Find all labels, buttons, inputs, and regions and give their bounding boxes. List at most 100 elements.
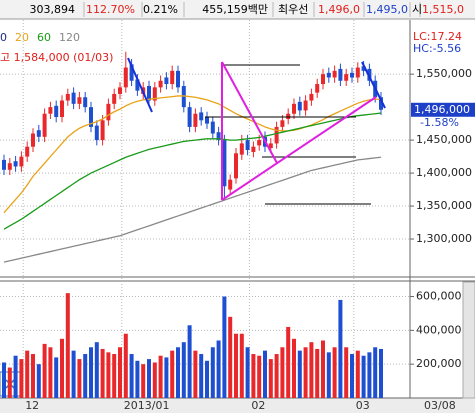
y-tick-label: 600,000 xyxy=(416,290,462,303)
header-cell: 455,159백만 xyxy=(202,3,268,16)
candle-body xyxy=(48,107,53,114)
header-cell: 1,495,0 xyxy=(366,3,408,16)
volume-bar xyxy=(274,354,279,398)
candle-body xyxy=(123,67,128,88)
candle-body xyxy=(292,103,296,114)
volume-bar xyxy=(19,359,24,398)
volume-bar xyxy=(338,299,343,398)
candle-body xyxy=(170,70,175,85)
volume-bar xyxy=(321,340,325,398)
last-date: 03/08 xyxy=(424,399,456,412)
candle-body xyxy=(338,68,343,81)
header-cell: 최우선 xyxy=(278,3,308,16)
candle-body xyxy=(274,126,279,144)
volume-bar xyxy=(65,293,70,398)
candle-body xyxy=(65,93,70,101)
volume-bar xyxy=(332,347,337,398)
volume-bar xyxy=(210,347,215,398)
header-cell: 112.70% xyxy=(86,3,135,16)
candle-body xyxy=(187,107,192,127)
volume-bar xyxy=(205,360,209,398)
candle-body xyxy=(245,140,250,150)
volume-bar xyxy=(315,348,320,398)
header-cell: 1,496,0 xyxy=(318,3,360,16)
candle-body xyxy=(181,86,186,108)
volume-bar xyxy=(379,348,383,398)
candle-body xyxy=(112,93,117,104)
volume-bar xyxy=(268,359,273,398)
volume-bar xyxy=(77,359,82,398)
volume-bar xyxy=(199,354,204,398)
volume-bar xyxy=(71,350,76,398)
candle-body xyxy=(344,74,349,81)
scrollbar[interactable] xyxy=(462,281,475,399)
candle-body xyxy=(379,97,383,110)
header-cell: 1,515,0 xyxy=(422,3,464,16)
candle-body xyxy=(234,153,238,179)
candle-body xyxy=(129,64,134,81)
candle-body xyxy=(100,120,105,141)
volume-bar xyxy=(112,354,117,398)
drawn-line xyxy=(361,61,386,109)
volume-bar xyxy=(181,342,186,398)
volume-bar xyxy=(54,357,59,398)
volume-bar xyxy=(135,360,140,398)
volume-bar xyxy=(147,359,151,398)
candle-body xyxy=(83,97,88,108)
candle-body xyxy=(19,156,24,167)
candle-body xyxy=(31,133,35,147)
candle-body xyxy=(216,132,221,141)
volume-bar xyxy=(367,352,372,398)
y-tick-label: 1,300,000 xyxy=(416,232,472,245)
moving-average xyxy=(3,156,382,263)
volume-bar xyxy=(326,352,331,398)
ma-legend: 0 xyxy=(0,31,7,44)
candle-body xyxy=(315,84,320,93)
candle-body xyxy=(60,100,64,118)
volume-bar xyxy=(280,347,285,398)
volume-bar xyxy=(141,364,146,398)
candle-body xyxy=(199,112,204,121)
volume-bar xyxy=(100,348,105,398)
volume-bar xyxy=(216,340,221,398)
ma-legend: 60 xyxy=(37,31,51,44)
volume-bar xyxy=(123,333,128,398)
volume-bar xyxy=(60,338,64,398)
candle-body xyxy=(297,101,302,111)
volume-bar xyxy=(228,316,233,398)
volume-bar xyxy=(31,354,35,398)
volume-bar xyxy=(286,326,291,398)
candle-body xyxy=(13,161,18,167)
candle-body xyxy=(36,130,41,137)
volume-bar xyxy=(89,347,93,398)
volume-bar xyxy=(94,342,99,398)
candle-body xyxy=(257,140,262,146)
volume-bar xyxy=(13,355,18,398)
candle-body xyxy=(251,146,256,152)
header-cell: 0.21% xyxy=(143,3,178,16)
volume-bar xyxy=(303,347,308,398)
candle-body xyxy=(164,77,169,85)
candle-body xyxy=(7,163,12,170)
x-tick-label: 03 xyxy=(356,399,370,412)
candle-body xyxy=(355,67,360,78)
candle-body xyxy=(280,120,285,127)
drawn-line xyxy=(221,96,377,201)
moving-average xyxy=(3,112,382,230)
volume-bar xyxy=(118,347,122,398)
candle-body xyxy=(176,70,180,88)
volume-bar xyxy=(245,347,250,398)
candle-body xyxy=(42,113,47,137)
last-price-box xyxy=(411,102,475,117)
header-cell: 303,894 xyxy=(30,3,76,16)
y-tick-label: 1,550,000 xyxy=(416,67,472,80)
volume-bar xyxy=(164,357,169,398)
price-panel xyxy=(0,20,410,276)
x-tick-label: 12 xyxy=(25,399,39,412)
candle-body xyxy=(326,72,331,78)
candle-body xyxy=(239,143,244,155)
volume-bar xyxy=(25,350,30,398)
volume-bar xyxy=(361,355,366,398)
ma-legend: 120 xyxy=(59,31,80,44)
candle-body xyxy=(89,107,93,127)
